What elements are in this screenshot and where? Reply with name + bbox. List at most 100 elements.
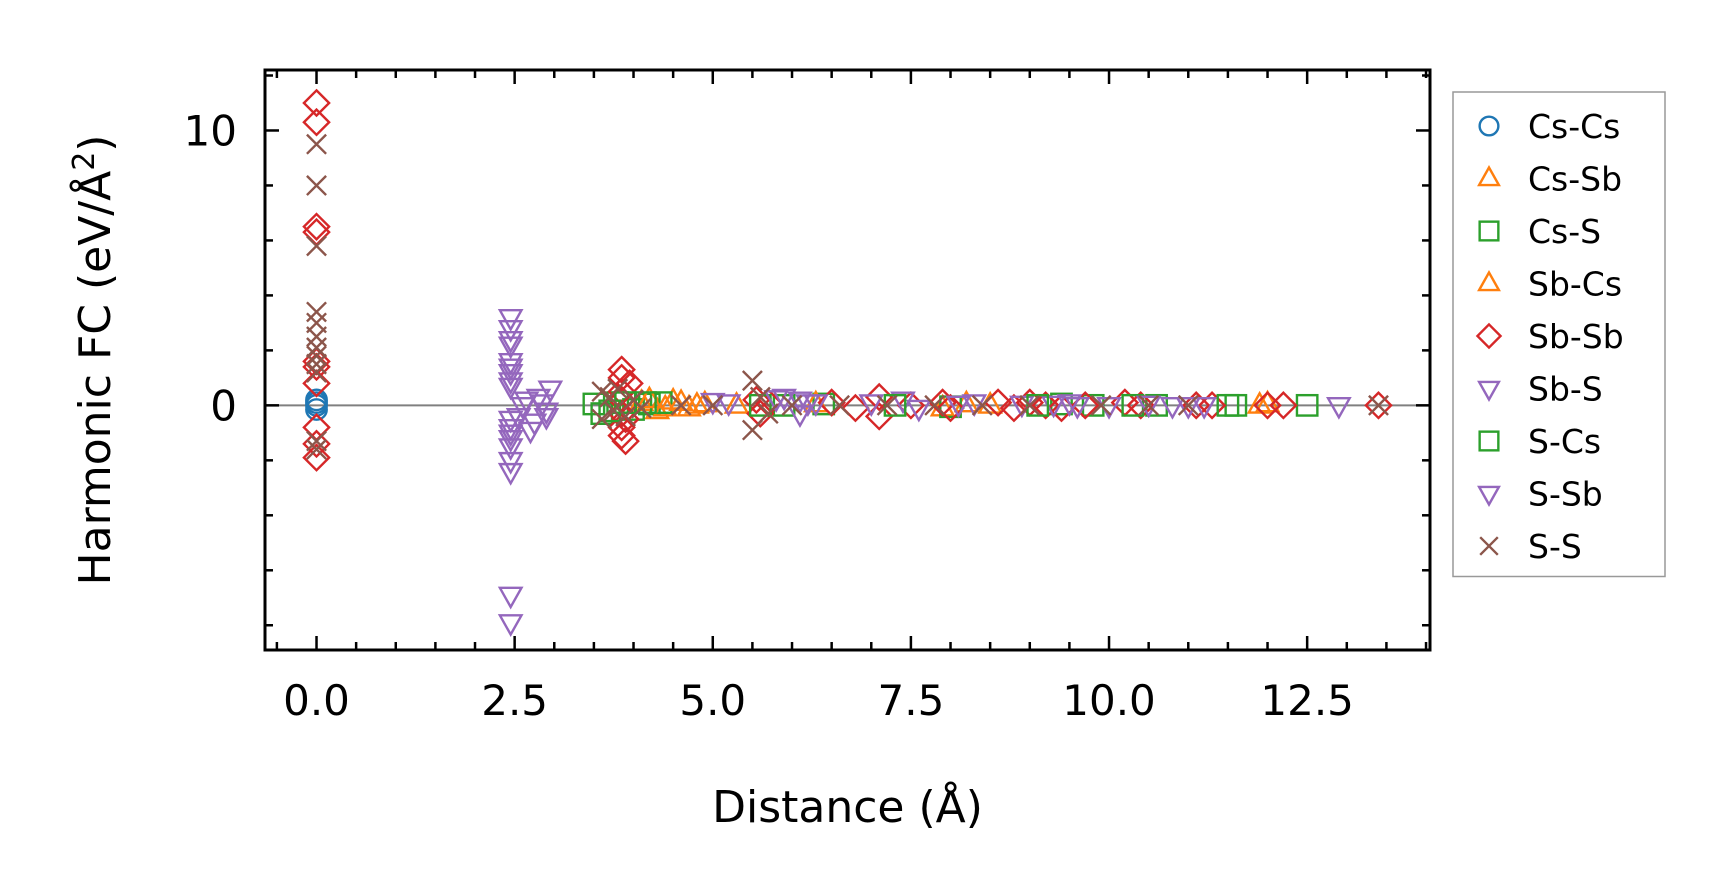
data-point-sb-s — [699, 392, 726, 416]
data-point-sb-s — [1056, 394, 1083, 418]
data-point-s-s — [741, 419, 763, 441]
data-point-sb-sb — [999, 393, 1029, 423]
data-point-cs-cs — [305, 398, 328, 421]
axes-frame — [263, 68, 1432, 652]
x-tick-label: 0.0 — [283, 676, 350, 725]
legend-label: Sb-S — [1528, 370, 1603, 409]
data-point-s-sb — [795, 394, 821, 418]
data-point-sb-s — [497, 429, 524, 453]
legend-label: S-S — [1528, 527, 1582, 566]
data-point-s-s — [829, 394, 851, 416]
data-point-sb-s — [1159, 396, 1186, 420]
data-point-s-s — [306, 361, 327, 383]
data-point-s-sb — [1064, 396, 1091, 420]
data-point-s-sb — [529, 394, 556, 418]
data-point-s-cs — [1026, 393, 1050, 417]
data-point-s-s — [1368, 394, 1389, 416]
data-point-sb-s — [497, 336, 524, 360]
data-point-s-sb — [945, 395, 972, 419]
data-point-sb-sb — [1364, 391, 1393, 420]
y-tick-label: 10 — [184, 106, 237, 155]
y-axis-title-close: ) — [70, 135, 121, 152]
data-point-s-s — [630, 397, 652, 419]
data-point-s-s — [670, 394, 692, 416]
data-point-s-s — [749, 386, 771, 408]
data-point-sb-s — [497, 586, 524, 610]
legend-marker — [1477, 485, 1501, 507]
series-s-s — [306, 133, 1389, 460]
legend-marker — [1478, 430, 1500, 452]
data-point-s-sb — [1191, 396, 1217, 420]
data-point-sb-sb — [864, 382, 894, 412]
legend-item: Sb-S — [1477, 370, 1603, 409]
data-point-s-s — [306, 326, 327, 348]
data-point-s-s — [702, 394, 724, 416]
data-point-s-s — [306, 235, 327, 257]
ticks-layer: 0.0 2.5 5.0 7.5 10.0 12.5 0 10 — [184, 70, 1430, 725]
data-point-sb-s — [497, 352, 524, 376]
data-point-sb-s — [497, 451, 524, 475]
legend-item: Cs-Cs — [1478, 107, 1620, 146]
legend-item: S-Sb — [1477, 475, 1603, 514]
data-point-s-sb — [497, 330, 524, 354]
data-point-sb-sb — [1126, 391, 1156, 420]
series-sb-s — [497, 319, 1352, 637]
y-axis-title: Harmonic FC (eV/Å2) — [67, 135, 121, 586]
data-point-s-sb — [497, 358, 524, 382]
y-tick-label: 0 — [210, 381, 237, 430]
data-point-s-cs — [1216, 393, 1240, 417]
data-point-sb-sb — [746, 399, 775, 428]
legend-box — [1452, 91, 1666, 578]
data-point-s-s — [306, 337, 327, 359]
legend: Cs-Cs Cs-Sb Cs-S Sb-Cs Sb-Sb Sb-S S-Cs S-Sb S-S — [1452, 91, 1666, 578]
data-point-sb-sb — [817, 388, 846, 417]
legend-label: Sb-Cs — [1528, 265, 1622, 304]
data-point-sb-sb — [1197, 391, 1227, 420]
data-point-cs-cs — [305, 391, 328, 415]
data-point-sb-sb — [302, 88, 331, 118]
legend-label: Cs-Sb — [1528, 160, 1622, 199]
data-point-sb-s — [537, 380, 564, 404]
data-point-s-s — [306, 430, 327, 452]
legend-label: Cs-S — [1528, 212, 1601, 251]
data-point-sb-s — [905, 399, 932, 423]
legend-label: Cs-Cs — [1528, 107, 1620, 146]
data-point-s-s — [591, 408, 613, 430]
data-point-sb-sb — [928, 388, 957, 417]
data-point-sb-s — [497, 363, 524, 387]
data-point-s-s — [876, 394, 898, 416]
data-point-s-sb — [858, 394, 885, 418]
data-point-sb-cs — [652, 393, 679, 417]
data-point-sb-sb — [1269, 391, 1298, 420]
data-point-s-s — [971, 394, 993, 416]
data-point-s-sb — [497, 372, 524, 396]
data-point-s-s — [607, 378, 629, 400]
data-point-s-s — [306, 353, 327, 375]
data-point-s-s — [306, 301, 327, 323]
series-s-sb — [497, 308, 1217, 486]
data-point-sb-sb — [1031, 391, 1060, 420]
legend-marker — [1477, 380, 1501, 402]
y-axis-title-superscript: 2 — [67, 152, 102, 171]
data-point-s-s — [1090, 394, 1112, 416]
legend-label: S-Cs — [1528, 422, 1601, 461]
data-point-s-s — [306, 438, 327, 460]
x-tick-label: 7.5 — [878, 676, 945, 725]
x-tick-label: 2.5 — [481, 676, 548, 725]
data-point-sb-sb — [302, 107, 331, 137]
data-point-sb-s — [497, 614, 524, 637]
x-tick-label: 5.0 — [679, 676, 746, 725]
data-point-sb-s — [1175, 396, 1202, 420]
legend-item: Sb-Sb — [1475, 317, 1624, 356]
x-tick-label: 12.5 — [1260, 676, 1354, 725]
data-point-cs-s — [1050, 392, 1073, 416]
data-point-s-sb — [497, 462, 524, 486]
data-point-s-sb — [513, 391, 540, 415]
data-point-s-s — [757, 403, 779, 425]
data-point-s-sb — [497, 308, 524, 332]
data-point-s-cs — [883, 393, 907, 417]
data-point-cs-sb — [676, 393, 702, 417]
plot-layer — [265, 88, 1430, 637]
legend-marker — [1478, 115, 1500, 137]
